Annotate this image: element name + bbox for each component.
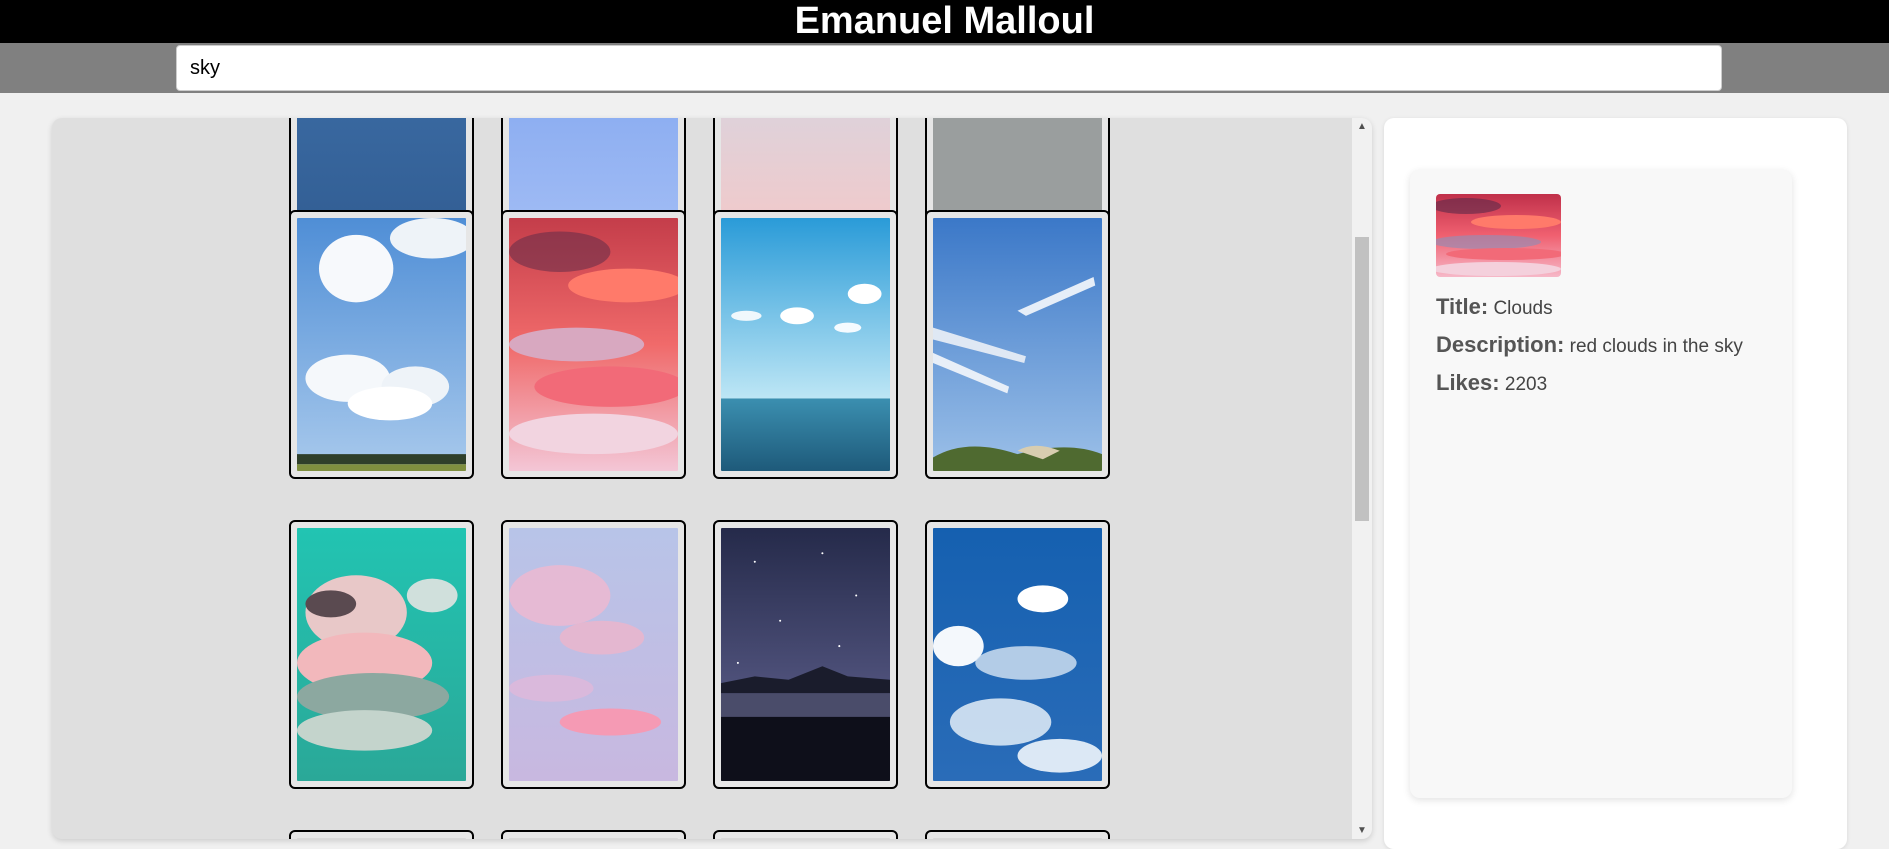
sky-image	[509, 838, 678, 839]
image-card[interactable]	[289, 520, 474, 789]
sky-image	[721, 218, 890, 471]
scroll-up-icon[interactable]: ▲	[1357, 120, 1367, 132]
sky-image	[509, 528, 678, 781]
image-card[interactable]	[501, 830, 686, 839]
description-value: red clouds in the sky	[1569, 336, 1743, 357]
sky-image	[509, 218, 678, 471]
sky-image	[297, 528, 466, 781]
image-card[interactable]	[925, 520, 1110, 789]
image-gallery[interactable]: ▲ ▼	[52, 118, 1372, 839]
search-input[interactable]	[176, 45, 1722, 91]
sky-image	[721, 838, 890, 839]
gallery-scrollbar[interactable]: ▲ ▼	[1352, 118, 1372, 839]
image-card[interactable]	[713, 210, 898, 479]
header-bar: Emanuel Malloul	[0, 0, 1889, 43]
search-bar	[0, 43, 1889, 93]
image-card[interactable]	[501, 210, 686, 479]
sky-image	[933, 528, 1102, 781]
sky-image	[933, 838, 1102, 839]
image-card[interactable]	[289, 210, 474, 479]
sky-image	[297, 218, 466, 471]
likes-value: 2203	[1504, 374, 1548, 395]
likes-label: Likes:	[1436, 370, 1500, 395]
image-card[interactable]	[713, 520, 898, 789]
sky-image	[933, 218, 1102, 471]
title-value: Clouds	[1493, 298, 1553, 319]
image-card[interactable]	[289, 830, 474, 839]
image-card[interactable]	[925, 830, 1110, 839]
selected-image-thumbnail	[1436, 194, 1561, 277]
detail-panel: Title: Clouds Description: red clouds in…	[1384, 118, 1847, 849]
app-title: Emanuel Malloul	[794, 0, 1095, 42]
sky-image	[297, 838, 466, 839]
sky-image	[721, 528, 890, 781]
image-card[interactable]	[501, 520, 686, 789]
title-label: Title:	[1436, 294, 1489, 319]
detail-title-row: Title: Clouds	[1436, 294, 1553, 320]
detail-description-row: Description: red clouds in the sky	[1436, 332, 1743, 358]
selected-image-card: Title: Clouds Description: red clouds in…	[1410, 170, 1792, 798]
description-label: Description:	[1436, 332, 1565, 357]
image-card[interactable]	[713, 830, 898, 839]
scroll-down-icon[interactable]: ▼	[1357, 824, 1367, 836]
scroll-thumb[interactable]	[1355, 237, 1369, 521]
detail-likes-row: Likes: 2203	[1436, 370, 1547, 396]
image-card[interactable]	[925, 210, 1110, 479]
